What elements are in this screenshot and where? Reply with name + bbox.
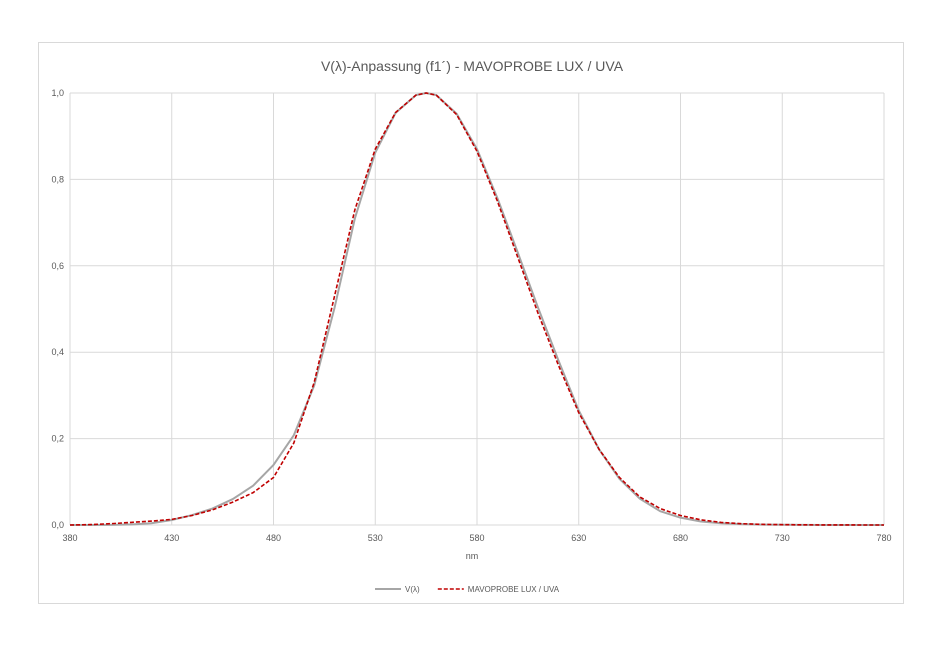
chart-container: V(λ)-Anpassung (f1´) - MAVOPROBE LUX / U… [38,42,904,604]
x-tick-label: 580 [469,533,484,543]
gridlines [69,92,885,526]
x-tick-label: 680 [673,533,688,543]
series-line-2 [69,92,884,526]
x-tick-label: 380 [62,533,77,543]
y-axis-ticks: 0,0 0,2 0,4 0,6 0,8 1,0 [51,88,64,530]
y-tick-label: 0,8 [51,174,64,184]
x-tick-label: 430 [164,533,179,543]
y-tick-label: 0,2 [51,434,64,444]
legend-label: V(λ) [405,585,420,594]
y-tick-label: 0,6 [51,261,64,271]
x-tick-label: 780 [876,533,891,543]
y-tick-label: 0,4 [51,347,64,357]
x-tick-label: 630 [571,533,586,543]
x-tick-label: 480 [266,533,281,543]
series-lines [69,92,884,526]
line-chart: V(λ)-Anpassung (f1´) - MAVOPROBE LUX / U… [51,58,891,594]
y-tick-label: 0,0 [51,520,64,530]
x-axis-label: nm [466,551,479,561]
legend-label: MAVOPROBE LUX / UVA [468,585,560,594]
x-tick-label: 530 [368,533,383,543]
x-tick-label: 730 [775,533,790,543]
y-tick-label: 1,0 [51,88,64,98]
x-axis-ticks: 380 430 480 530 580 630 680 730 780 [62,533,891,543]
chart-title: V(λ)-Anpassung (f1´) - MAVOPROBE LUX / U… [321,58,624,74]
legend: V(λ) MAVOPROBE LUX / UVA [375,585,560,594]
